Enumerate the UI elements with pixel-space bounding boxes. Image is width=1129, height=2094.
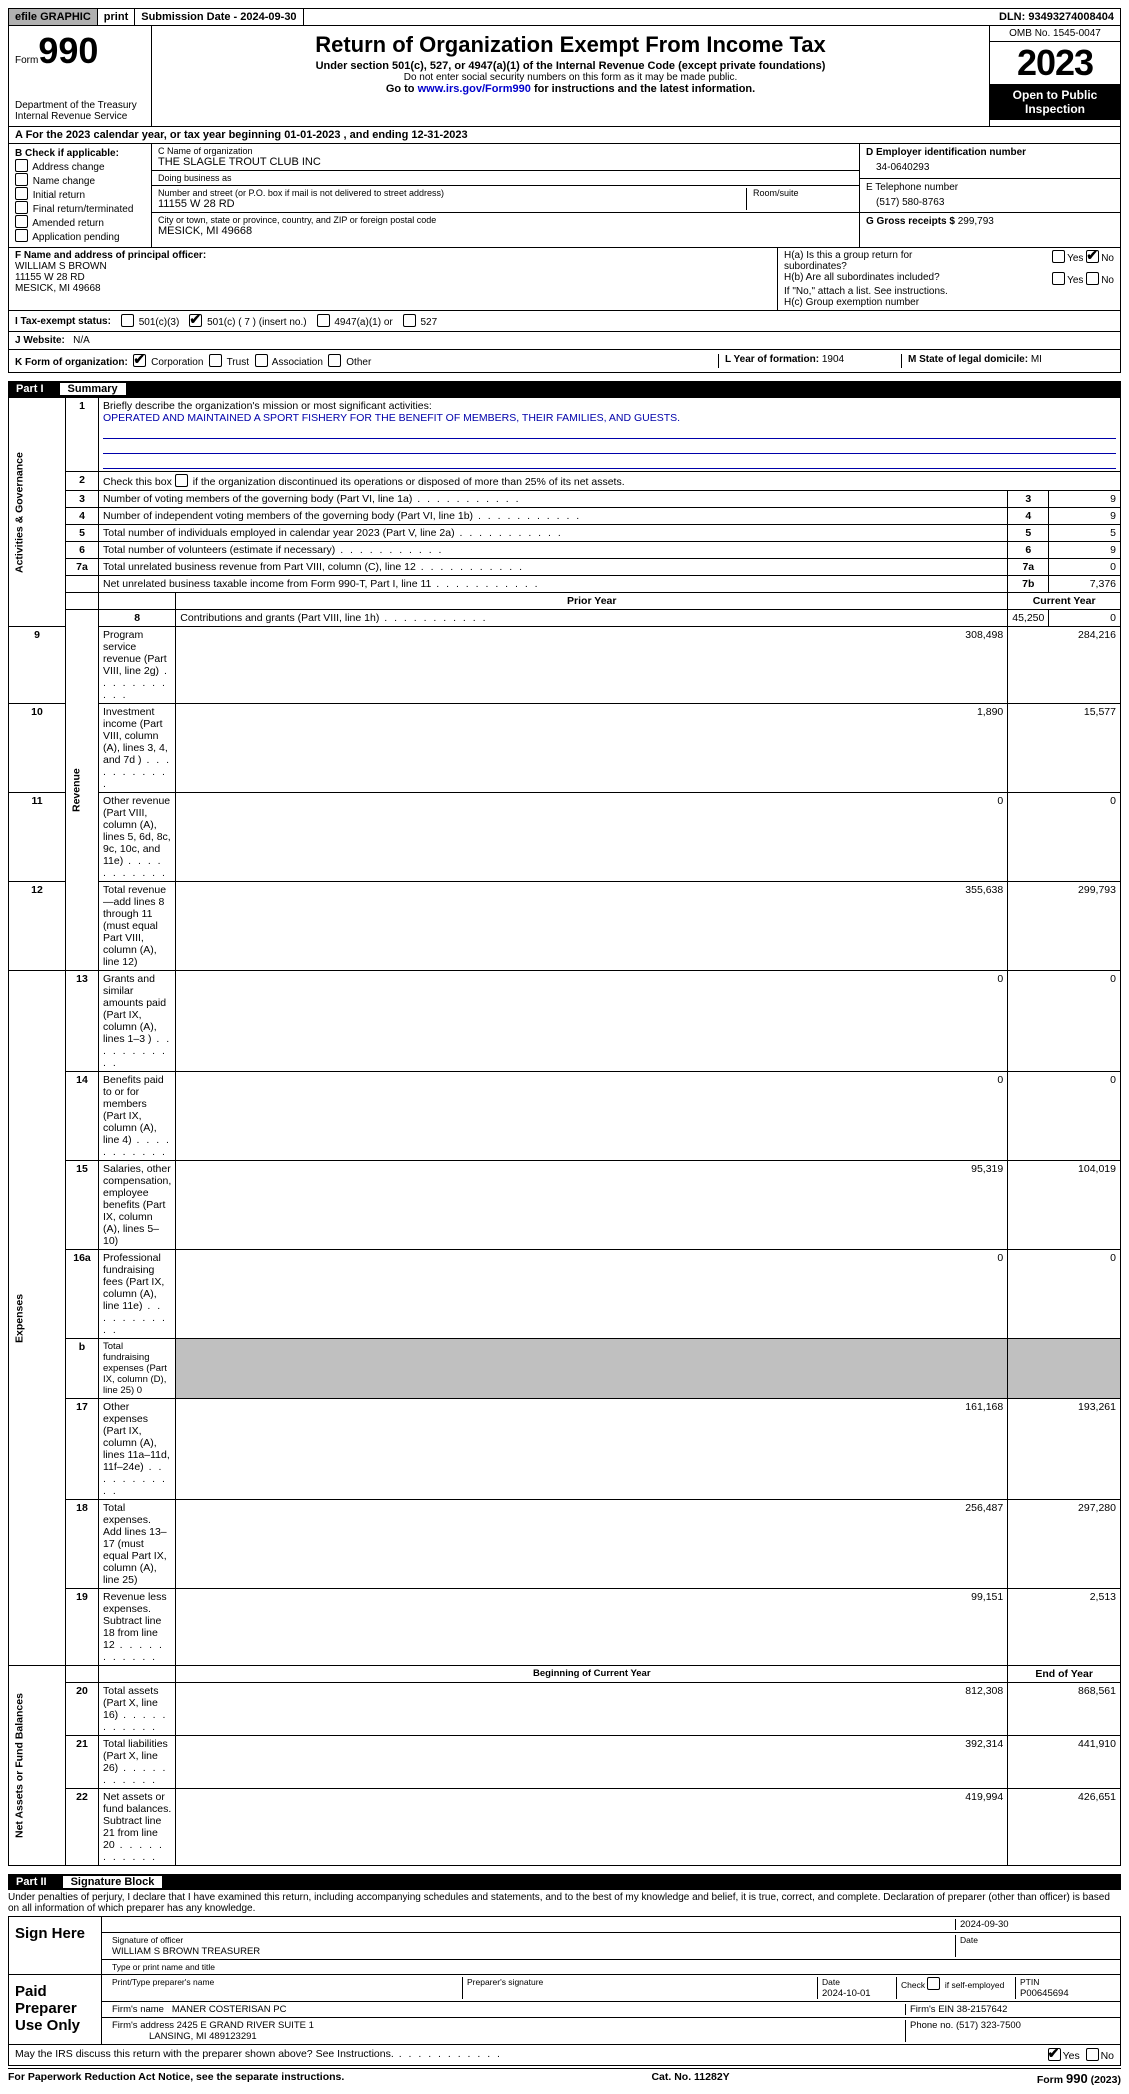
mission: OPERATED AND MAINTAINED A SPORT FISHERY … <box>103 412 680 424</box>
check-address-change[interactable] <box>15 159 28 172</box>
irs-link[interactable]: www.irs.gov/Form990 <box>418 83 531 95</box>
header-left: Form990 Department of the Treasury Inter… <box>9 26 152 126</box>
section-c: C Name of organization THE SLAGLE TROUT … <box>152 144 859 247</box>
row-j: J Website: N/A <box>8 332 1121 350</box>
omb-number: OMB No. 1545-0047 <box>990 26 1120 42</box>
ptin: P00645694 <box>1020 1988 1069 1999</box>
row-i: I Tax-exempt status: 501(c)(3) 501(c) ( … <box>8 311 1121 332</box>
footer-right: Form 990 (2023) <box>1037 2071 1121 2086</box>
line7b-val: 7,376 <box>1049 576 1121 593</box>
open-public-badge: Open to Public Inspection <box>990 84 1120 120</box>
discuss-yes[interactable] <box>1048 2048 1061 2061</box>
form-header: Form990 Department of the Treasury Inter… <box>8 26 1121 127</box>
street-address: 11155 W 28 RD <box>158 198 740 210</box>
gov-label: Activities & Governance <box>9 398 66 627</box>
line3-val: 9 <box>1049 491 1121 508</box>
subtitle-3: Go to www.irs.gov/Form990 for instructio… <box>158 83 983 95</box>
header-right: OMB No. 1545-0047 2023 Open to Public In… <box>989 26 1120 126</box>
top-bar: efile GRAPHIC print Submission Date - 20… <box>8 8 1121 26</box>
check-name-change[interactable] <box>15 173 28 186</box>
org-name: THE SLAGLE TROUT CLUB INC <box>158 156 853 168</box>
check-amended-return[interactable] <box>15 215 28 228</box>
tax-year: 2023 <box>990 42 1120 84</box>
efile-badge: efile GRAPHIC <box>9 9 98 25</box>
firm-name: MANER COSTERISAN PC <box>172 2004 287 2015</box>
check-final-return[interactable] <box>15 201 28 214</box>
signature-block: Sign Here 2024-09-30 Signature of office… <box>8 1916 1121 2045</box>
gross-receipts: 299,793 <box>958 216 994 227</box>
officer-sig-date: 2024-09-30 <box>960 1919 1009 1930</box>
org-info-block: B Check if applicable: Address change Na… <box>8 144 1121 248</box>
part-1-header: Part I Summary <box>8 381 1121 397</box>
section-h: H(a) Is this a group return for subordin… <box>777 248 1120 310</box>
dept-treasury: Department of the Treasury <box>15 100 145 111</box>
dln: DLN: 93493274008404 <box>993 9 1120 25</box>
firm-phone: (517) 323-7500 <box>956 2020 1021 2031</box>
ha-yes[interactable] <box>1052 250 1065 263</box>
check-trust[interactable] <box>209 354 222 367</box>
row-k: K Form of organization: Corporation Trus… <box>8 350 1121 373</box>
form-number: 990 <box>38 30 98 71</box>
section-deg: D Employer identification number 34-0640… <box>859 144 1120 247</box>
discuss-no[interactable] <box>1086 2048 1099 2061</box>
page-footer: For Paperwork Reduction Act Notice, see … <box>8 2068 1121 2086</box>
year-formation: 1904 <box>822 354 844 365</box>
check-application-pending[interactable] <box>15 229 28 242</box>
form-title: Return of Organization Exempt From Incom… <box>158 32 983 58</box>
city-state-zip: MESICK, MI 49668 <box>158 225 853 237</box>
exp-label: Expenses <box>9 971 66 1666</box>
line6-val: 9 <box>1049 542 1121 559</box>
section-f: F Name and address of principal officer:… <box>9 248 777 310</box>
check-501c3[interactable] <box>121 314 134 327</box>
preparer-date: 2024-10-01 <box>822 1988 871 1999</box>
line4-val: 9 <box>1049 508 1121 525</box>
subtitle-1: Under section 501(c), 527, or 4947(a)(1)… <box>158 60 983 72</box>
officer-signature: WILLIAM S BROWN TREASURER <box>112 1946 260 1957</box>
check-assoc[interactable] <box>255 354 268 367</box>
check-527[interactable] <box>403 314 416 327</box>
line-a: A For the 2023 calendar year, or tax yea… <box>8 127 1121 144</box>
submission-date: Submission Date - 2024-09-30 <box>135 9 303 25</box>
part-2-header: Part II Signature Block <box>8 1874 1121 1890</box>
summary-table: Activities & Governance 1 Briefly descri… <box>8 397 1121 1866</box>
sign-here-label: Sign Here <box>9 1917 102 1974</box>
check-other[interactable] <box>328 354 341 367</box>
firm-addr1: 2425 E GRAND RIVER SUITE 1 <box>177 2020 314 2031</box>
subtitle-2: Do not enter social security numbers on … <box>158 72 983 83</box>
footer-mid: Cat. No. 11282Y <box>651 2071 729 2086</box>
irs: Internal Revenue Service <box>15 111 145 122</box>
firm-ein: 38-2157642 <box>957 2004 1008 2015</box>
header-center: Return of Organization Exempt From Incom… <box>152 26 989 126</box>
hb-yes[interactable] <box>1052 272 1065 285</box>
check-self-employed[interactable] <box>927 1977 940 1990</box>
check-4947[interactable] <box>317 314 330 327</box>
print-button[interactable]: print <box>98 9 135 25</box>
section-b: B Check if applicable: Address change Na… <box>9 144 152 247</box>
footer-left: For Paperwork Reduction Act Notice, see … <box>8 2071 344 2086</box>
hb-no[interactable] <box>1086 272 1099 285</box>
ein: 34-0640293 <box>866 158 1114 173</box>
officer-addr2: MESICK, MI 49668 <box>15 283 771 294</box>
firm-addr2: LANSING, MI 489123291 <box>149 2031 257 2042</box>
rev-label: Revenue <box>66 610 99 971</box>
check-501c[interactable] <box>189 314 202 327</box>
officer-addr1: 11155 W 28 RD <box>15 272 771 283</box>
check-discontinued[interactable] <box>175 474 188 487</box>
check-corp[interactable] <box>133 354 146 367</box>
paid-preparer-label: Paid Preparer Use Only <box>9 1975 102 2044</box>
check-initial-return[interactable] <box>15 187 28 200</box>
phone: (517) 580-8763 <box>866 193 1114 208</box>
officer-name: WILLIAM S BROWN <box>15 261 771 272</box>
ha-no[interactable] <box>1086 250 1099 263</box>
website: N/A <box>73 335 90 346</box>
discuss-row: May the IRS discuss this return with the… <box>8 2045 1121 2066</box>
state-domicile: MI <box>1031 354 1042 365</box>
section-fh: F Name and address of principal officer:… <box>8 248 1121 311</box>
line5-val: 5 <box>1049 525 1121 542</box>
perjury-declaration: Under penalties of perjury, I declare th… <box>8 1890 1121 1916</box>
line7a-val: 0 <box>1049 559 1121 576</box>
